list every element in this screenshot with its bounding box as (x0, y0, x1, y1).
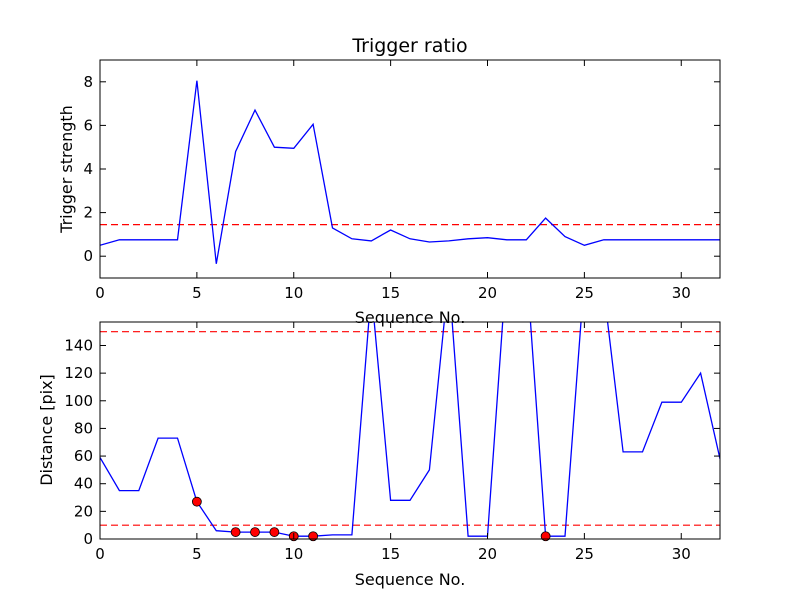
y-axis-label: Trigger strength (57, 105, 76, 234)
y-axis-label: Distance [pix] (37, 374, 56, 486)
x-axis-label: Sequence No. (355, 570, 466, 589)
y-tick-label: 20 (74, 502, 93, 520)
x-tick-label: 30 (672, 545, 691, 563)
trigger-marker (269, 527, 280, 537)
x-axis-ticks: 0 5 10 15 20 25 30 (95, 60, 691, 302)
y-tick-label: 80 (74, 419, 93, 437)
y-tick-label: 2 (83, 204, 93, 222)
trigger-marker (250, 527, 260, 537)
x-tick-label: 5 (192, 545, 202, 563)
y-tick-label: 40 (74, 475, 93, 493)
y-axis-ticks: 0 20 40 60 80 100 120 140 (64, 336, 720, 548)
plot-frame (99, 321, 721, 540)
y-axis-ticks: 0 2 4 6 8 (83, 73, 720, 265)
x-tick-label: 25 (575, 545, 594, 563)
y-tick-label: 6 (83, 116, 93, 134)
y-tick-label: 60 (74, 447, 93, 465)
y-tick-label: 120 (64, 364, 93, 382)
x-tick-label: 20 (478, 284, 497, 302)
y-tick-label: 140 (64, 336, 93, 354)
y-tick-label: 0 (83, 530, 93, 548)
x-tick-label: 30 (672, 284, 691, 302)
x-axis-label: Sequence No. (355, 308, 466, 327)
trigger-strength-line (100, 80, 720, 264)
trigger-marker (540, 531, 551, 542)
x-tick-label: 25 (575, 284, 594, 302)
x-tick-label: 15 (381, 545, 400, 563)
distance-line (100, 322, 720, 537)
trigger-ratio-chart: Trigger ratio 0 5 10 15 20 25 30 0 2 4 6 8 Sequenc… (57, 35, 721, 327)
x-tick-label: 15 (381, 284, 400, 302)
x-tick-label: 0 (95, 284, 105, 302)
x-axis-ticks: 0 5 10 15 20 25 30 (95, 322, 691, 563)
x-tick-label: 10 (284, 284, 303, 302)
trigger-markers (191, 496, 551, 542)
x-tick-label: 0 (95, 545, 105, 563)
chart-title: Trigger ratio (351, 35, 467, 57)
distance-chart: 0 5 10 15 20 25 30 0 20 40 60 80 100 120 140 Sequence… (37, 321, 721, 589)
x-tick-label: 5 (192, 284, 202, 302)
y-tick-label: 8 (83, 73, 93, 91)
trigger-marker (230, 527, 241, 537)
x-tick-label: 20 (478, 545, 497, 563)
y-tick-label: 4 (83, 160, 93, 178)
y-tick-label: 0 (83, 247, 93, 265)
x-tick-label: 10 (284, 545, 303, 563)
trigger-marker (308, 531, 319, 542)
trigger-marker (191, 496, 202, 507)
y-tick-label: 100 (64, 392, 93, 410)
plot-frame (99, 59, 721, 279)
